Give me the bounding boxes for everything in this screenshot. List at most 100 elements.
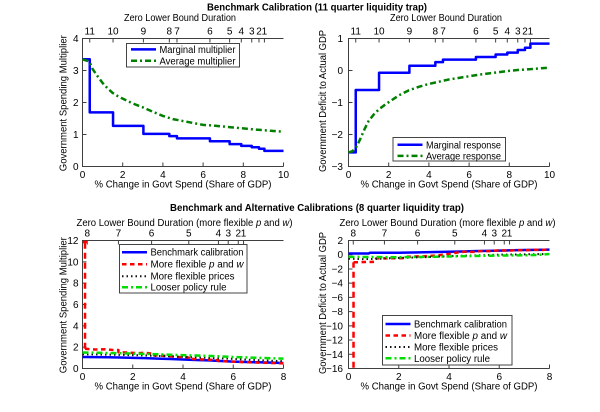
svg-text:−2: −2 xyxy=(332,264,344,275)
svg-text:3: 3 xyxy=(249,27,255,38)
svg-text:6: 6 xyxy=(230,372,236,383)
svg-text:Benchmark calibration: Benchmark calibration xyxy=(414,320,507,331)
svg-text:8: 8 xyxy=(433,27,439,38)
svg-text:0: 0 xyxy=(73,364,79,375)
svg-text:−8: −8 xyxy=(332,307,344,318)
svg-text:6: 6 xyxy=(200,170,206,181)
svg-text:Looser policy rule: Looser policy rule xyxy=(151,283,227,294)
svg-text:7: 7 xyxy=(382,229,388,240)
svg-text:6: 6 xyxy=(149,229,155,240)
svg-text:1: 1 xyxy=(507,229,513,240)
svg-text:10: 10 xyxy=(67,257,79,268)
svg-text:Zero Lower Bound Duration (mor: Zero Lower Bound Duration (more flexible… xyxy=(340,218,556,229)
svg-text:% Change in Govt Spend (Share: % Change in Govt Spend (Share of GDP) xyxy=(95,382,272,393)
svg-text:4: 4 xyxy=(482,229,488,240)
svg-text:−14: −14 xyxy=(326,350,343,361)
svg-text:Government Spending Multiplier: Government Spending Multiplier xyxy=(59,237,70,374)
svg-text:6: 6 xyxy=(473,27,479,38)
svg-text:Marginal response: Marginal response xyxy=(426,140,501,151)
svg-text:7: 7 xyxy=(116,229,122,240)
svg-text:5: 5 xyxy=(186,229,192,240)
svg-text:4: 4 xyxy=(180,372,186,383)
svg-text:4: 4 xyxy=(505,27,511,38)
svg-text:1: 1 xyxy=(241,229,247,240)
svg-text:Government Deficit to Actual G: Government Deficit to Actual GDP xyxy=(318,232,329,374)
svg-text:3: 3 xyxy=(73,66,79,77)
svg-text:More flexible p and w: More flexible p and w xyxy=(151,260,245,271)
svg-text:Benchmark Calibration (11 quar: Benchmark Calibration (11 quarter liquid… xyxy=(207,3,427,14)
svg-text:2: 2 xyxy=(73,343,79,354)
svg-text:10: 10 xyxy=(107,27,119,38)
svg-text:1: 1 xyxy=(528,27,534,38)
svg-text:1: 1 xyxy=(337,34,343,45)
svg-text:2: 2 xyxy=(501,229,507,240)
svg-text:Average response: Average response xyxy=(426,151,501,162)
svg-text:% Change in Govt Spend (Share: % Change in Govt Spend (Share of GDP) xyxy=(361,180,538,191)
svg-text:0: 0 xyxy=(346,372,352,383)
svg-text:−6: −6 xyxy=(332,293,344,304)
svg-text:6: 6 xyxy=(415,229,421,240)
svg-text:8: 8 xyxy=(84,229,90,240)
svg-text:4: 4 xyxy=(73,34,79,45)
svg-text:8: 8 xyxy=(241,170,247,181)
svg-text:6: 6 xyxy=(466,170,472,181)
svg-text:10: 10 xyxy=(373,27,385,38)
svg-text:Average multiplier: Average multiplier xyxy=(160,56,237,67)
svg-text:5: 5 xyxy=(493,27,499,38)
svg-text:4: 4 xyxy=(446,372,452,383)
svg-text:2: 2 xyxy=(337,236,343,247)
svg-text:More flexible p and w: More flexible p and w xyxy=(414,331,508,342)
svg-text:0: 0 xyxy=(80,372,86,383)
svg-text:Benchmark and Alternative Cali: Benchmark and Alternative Calibrations (… xyxy=(170,203,464,214)
svg-text:2: 2 xyxy=(130,372,136,383)
svg-text:10: 10 xyxy=(544,170,556,181)
svg-text:% Change in Govt Spend (Share: % Change in Govt Spend (Share of GDP) xyxy=(95,180,272,191)
svg-text:3: 3 xyxy=(515,27,521,38)
svg-text:12: 12 xyxy=(67,236,79,247)
svg-text:−1: −1 xyxy=(332,98,344,109)
svg-text:7: 7 xyxy=(440,27,446,38)
svg-text:0: 0 xyxy=(73,162,79,173)
svg-text:4: 4 xyxy=(239,27,245,38)
svg-text:11: 11 xyxy=(85,27,96,38)
svg-text:0: 0 xyxy=(346,170,352,181)
svg-text:Marginal multiplier: Marginal multiplier xyxy=(160,45,237,56)
svg-text:8: 8 xyxy=(167,27,173,38)
svg-text:9: 9 xyxy=(141,27,147,38)
svg-text:8: 8 xyxy=(73,279,79,290)
svg-text:0: 0 xyxy=(337,66,343,77)
svg-text:0: 0 xyxy=(80,170,86,181)
svg-text:−16: −16 xyxy=(326,364,343,375)
svg-text:More flexible prices: More flexible prices xyxy=(414,343,498,354)
svg-text:% Change in Govt Spend (Share: % Change in Govt Spend (Share of GDP) xyxy=(361,382,538,393)
svg-text:6: 6 xyxy=(207,27,213,38)
svg-text:7: 7 xyxy=(174,27,180,38)
svg-text:Zero Lower Bound Duration: Zero Lower Bound Duration xyxy=(390,13,502,24)
svg-text:10: 10 xyxy=(278,170,290,181)
svg-text:2: 2 xyxy=(73,98,79,109)
svg-text:2: 2 xyxy=(396,372,402,383)
svg-text:8: 8 xyxy=(281,372,287,383)
svg-text:11: 11 xyxy=(351,27,362,38)
svg-text:9: 9 xyxy=(407,27,413,38)
svg-text:3: 3 xyxy=(491,229,497,240)
svg-text:8: 8 xyxy=(547,372,553,383)
svg-text:8: 8 xyxy=(507,170,513,181)
svg-text:−4: −4 xyxy=(332,279,344,290)
svg-text:3: 3 xyxy=(225,229,231,240)
svg-text:4: 4 xyxy=(160,170,166,181)
svg-text:−10: −10 xyxy=(326,321,343,332)
svg-text:4: 4 xyxy=(73,321,79,332)
svg-text:Looser policy rule: Looser policy rule xyxy=(414,354,490,365)
svg-text:2: 2 xyxy=(386,170,392,181)
svg-text:0: 0 xyxy=(337,250,343,261)
svg-text:−3: −3 xyxy=(332,162,344,173)
svg-text:4: 4 xyxy=(216,229,222,240)
svg-text:Government Spending Multiplier: Government Spending Multiplier xyxy=(59,35,70,172)
svg-text:−2: −2 xyxy=(332,130,344,141)
svg-text:8: 8 xyxy=(350,229,356,240)
svg-text:5: 5 xyxy=(227,27,233,38)
svg-text:Government Deficit to Actual G: Government Deficit to Actual GDP xyxy=(318,30,329,172)
svg-text:4: 4 xyxy=(426,170,432,181)
svg-text:2: 2 xyxy=(235,229,241,240)
